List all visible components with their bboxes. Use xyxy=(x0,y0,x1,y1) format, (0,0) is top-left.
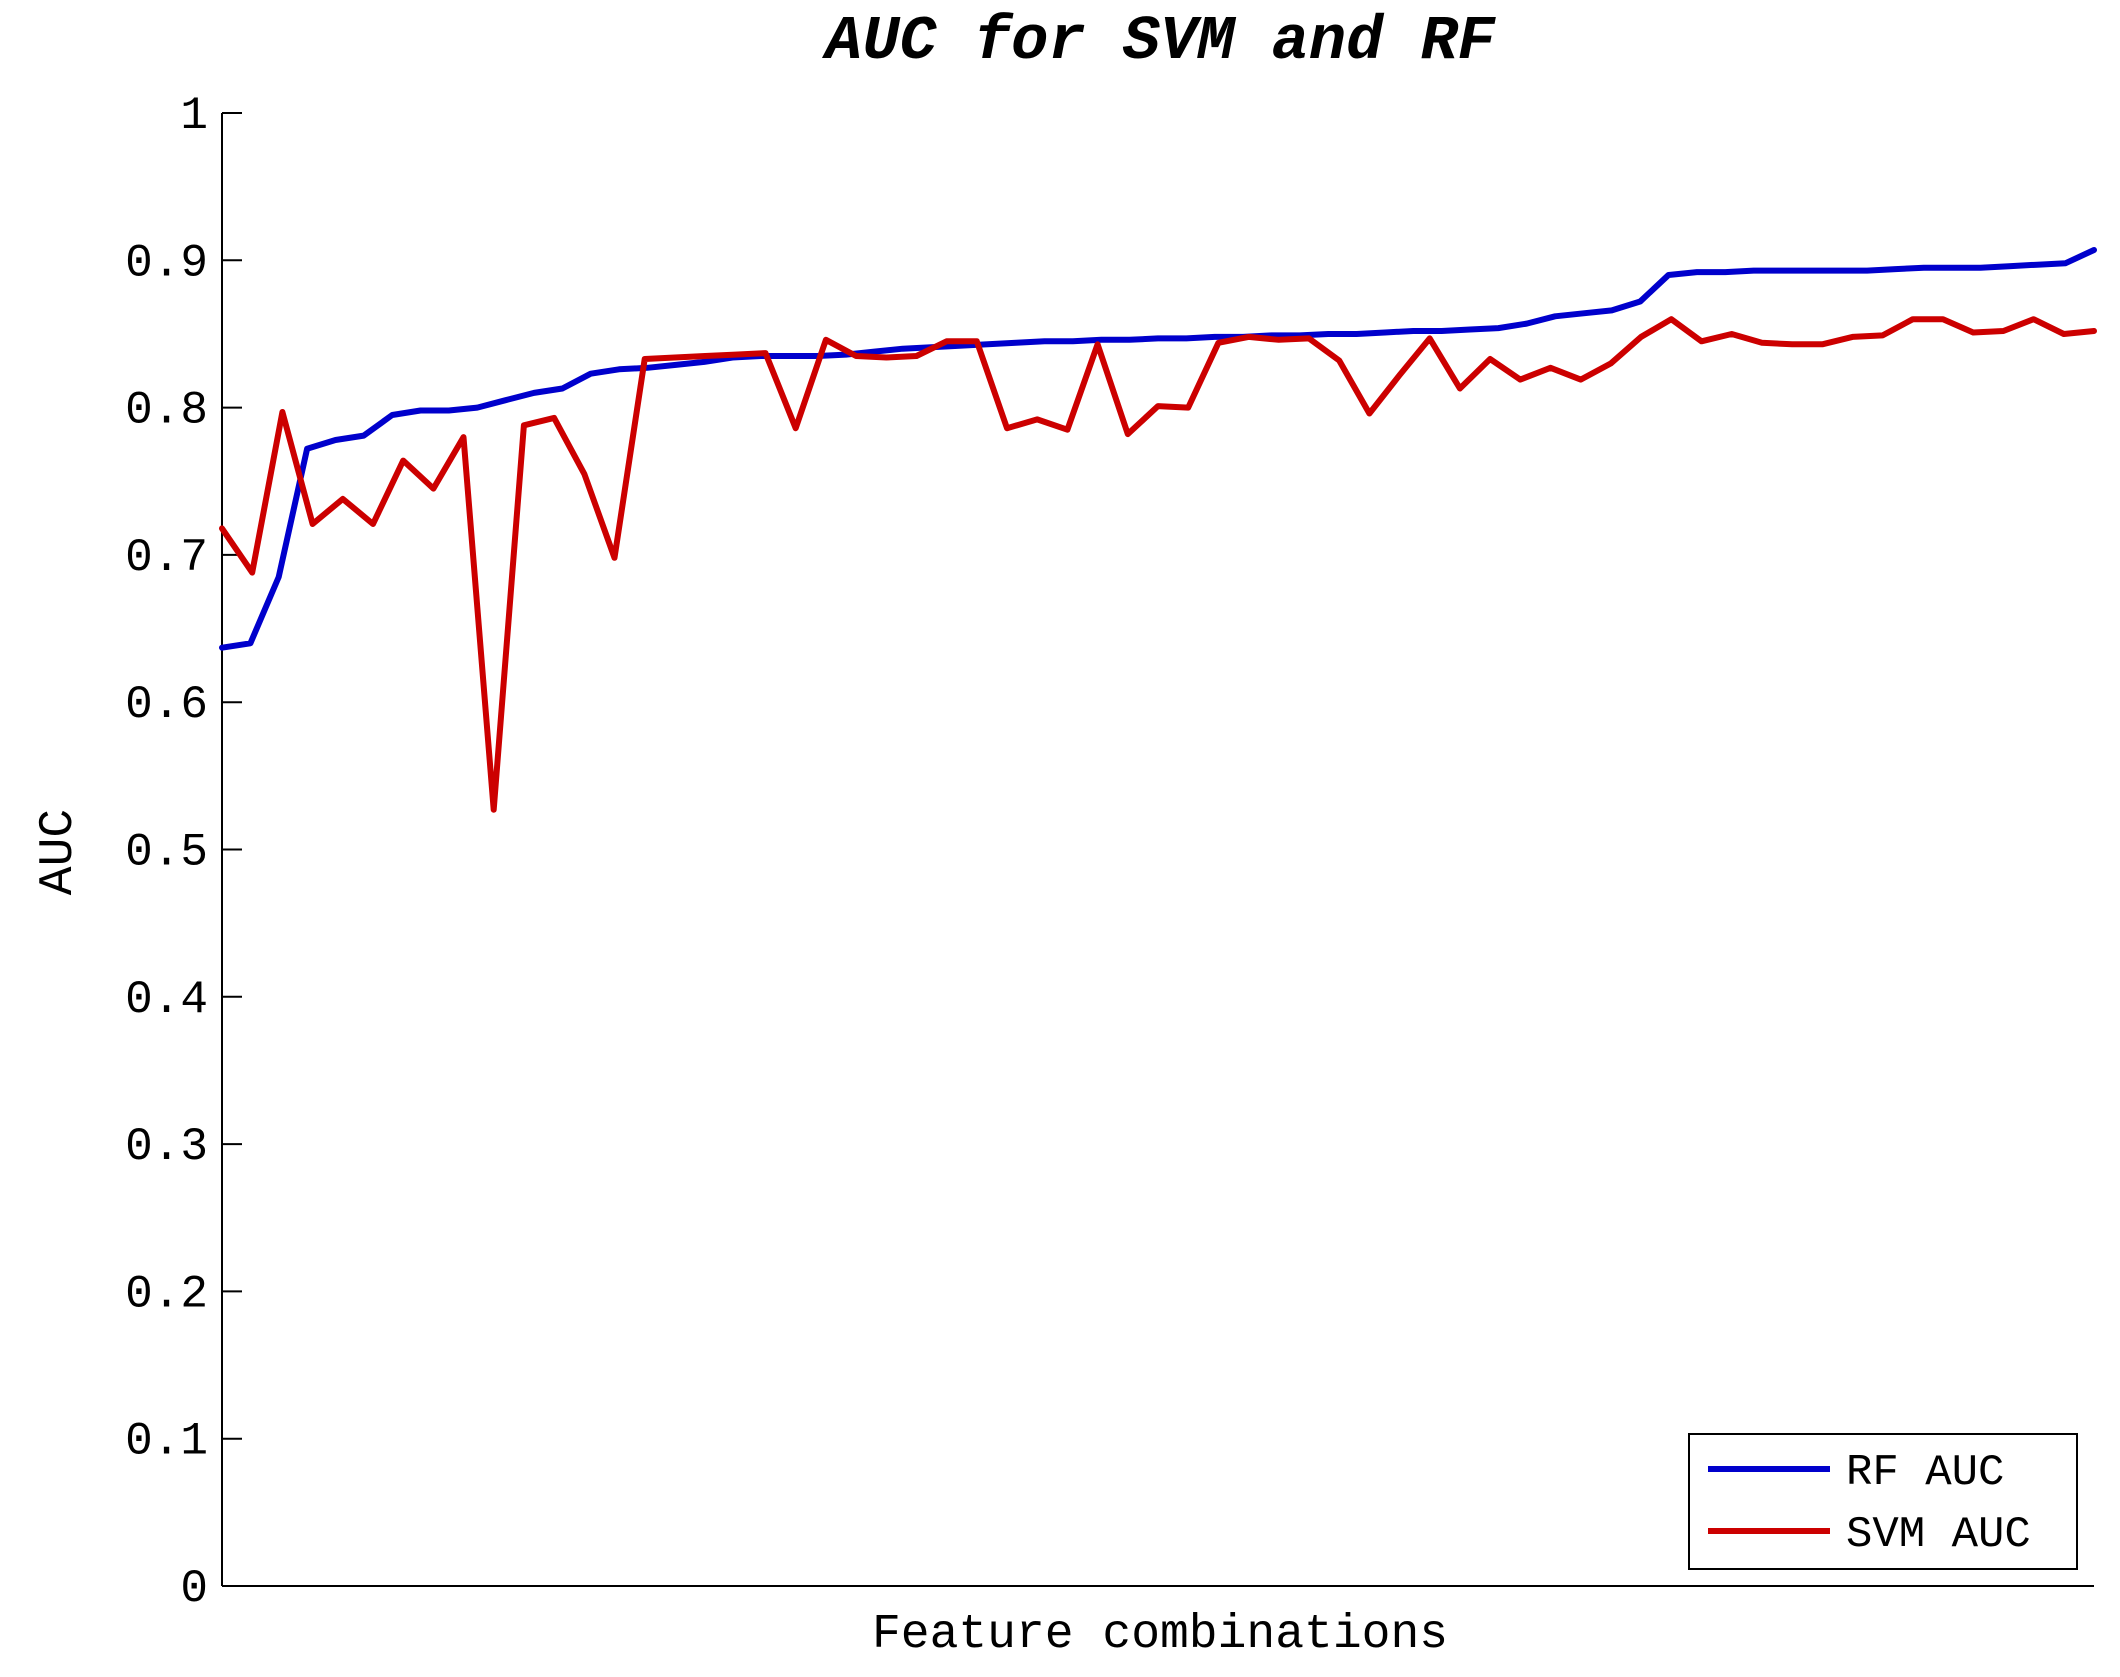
y-tick-label: 0.1 xyxy=(125,1416,208,1468)
y-tick-label: 0.3 xyxy=(125,1121,208,1173)
series-line-rf-auc xyxy=(219,247,2097,651)
y-tick-label: 0.4 xyxy=(125,974,208,1026)
y-axis: 0 0.1 0.2 0.3 0.4 0.5 0.6 0.7 0.8 0.9 1 xyxy=(125,90,242,1615)
legend-label-svm: SVM AUC xyxy=(1846,1510,2031,1560)
legend-box xyxy=(1688,1433,2078,1570)
y-tick-label: 1 xyxy=(180,90,208,142)
x-axis-label: Feature combinations xyxy=(872,1608,1448,1662)
y-tick-label: 0.2 xyxy=(125,1268,208,1320)
legend: RF AUC SVM AUC xyxy=(1688,1433,2078,1570)
series-layer xyxy=(219,247,2097,813)
series-line-svm-auc xyxy=(219,316,2097,813)
y-tick-label: 0 xyxy=(180,1563,208,1615)
chart-title: AUC for SVM and RF xyxy=(821,6,1497,77)
y-tick-label: 0.7 xyxy=(125,532,208,584)
y-tick-label: 0.8 xyxy=(125,385,208,437)
y-tick-label: 0.6 xyxy=(125,679,208,731)
y-tick-label: 0.5 xyxy=(125,827,208,879)
y-tick-label: 0.9 xyxy=(125,237,208,289)
legend-label-rf: RF AUC xyxy=(1846,1448,2004,1498)
y-axis-label: AUC xyxy=(32,809,86,895)
